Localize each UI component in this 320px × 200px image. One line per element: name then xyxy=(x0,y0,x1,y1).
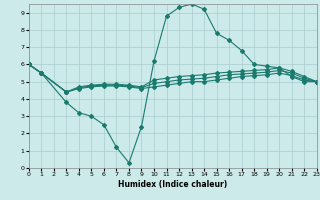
X-axis label: Humidex (Indice chaleur): Humidex (Indice chaleur) xyxy=(118,180,228,189)
